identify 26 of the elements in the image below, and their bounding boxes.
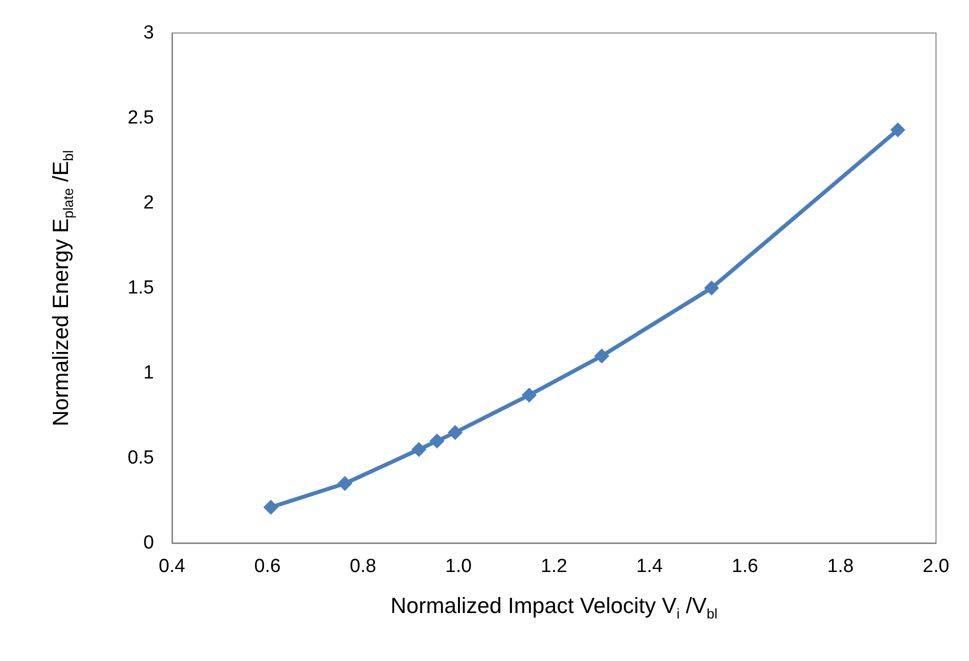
point: [430, 434, 445, 448]
point: [704, 280, 720, 296]
x-axis-title: Normalized Impact Velocity V$_{i}$ /V$_{bl}$: [390, 593, 718, 622]
x-tick-label: 0.6: [254, 556, 281, 577]
y-tick-label: 1.5: [128, 278, 154, 298]
point: [890, 122, 906, 138]
x-tick-label: 1.6: [732, 556, 758, 577]
x-tick-label: 0.4: [158, 556, 186, 577]
x-tick-label: 2.0: [922, 556, 950, 577]
y-tick-label: 2: [143, 192, 154, 214]
point: [411, 442, 426, 457]
x-tick-label: 1.8: [827, 556, 854, 577]
point: [594, 348, 610, 364]
y-tick-label: 0: [143, 532, 154, 554]
point: [522, 388, 537, 403]
y-tick-label: 1: [143, 362, 154, 384]
x-tick-label: 1.2: [540, 556, 568, 577]
point: [337, 476, 352, 491]
point: [448, 425, 463, 440]
x-tick-label: 0.8: [350, 556, 376, 577]
y-tick-label: 3: [143, 22, 154, 44]
x-tick-label: 1.0: [445, 556, 472, 577]
y-tick-label: 0.5: [128, 448, 154, 468]
x-tick-label: 1.4: [636, 556, 664, 577]
point: [263, 500, 278, 515]
y-tick-label: 2.5: [128, 108, 154, 128]
